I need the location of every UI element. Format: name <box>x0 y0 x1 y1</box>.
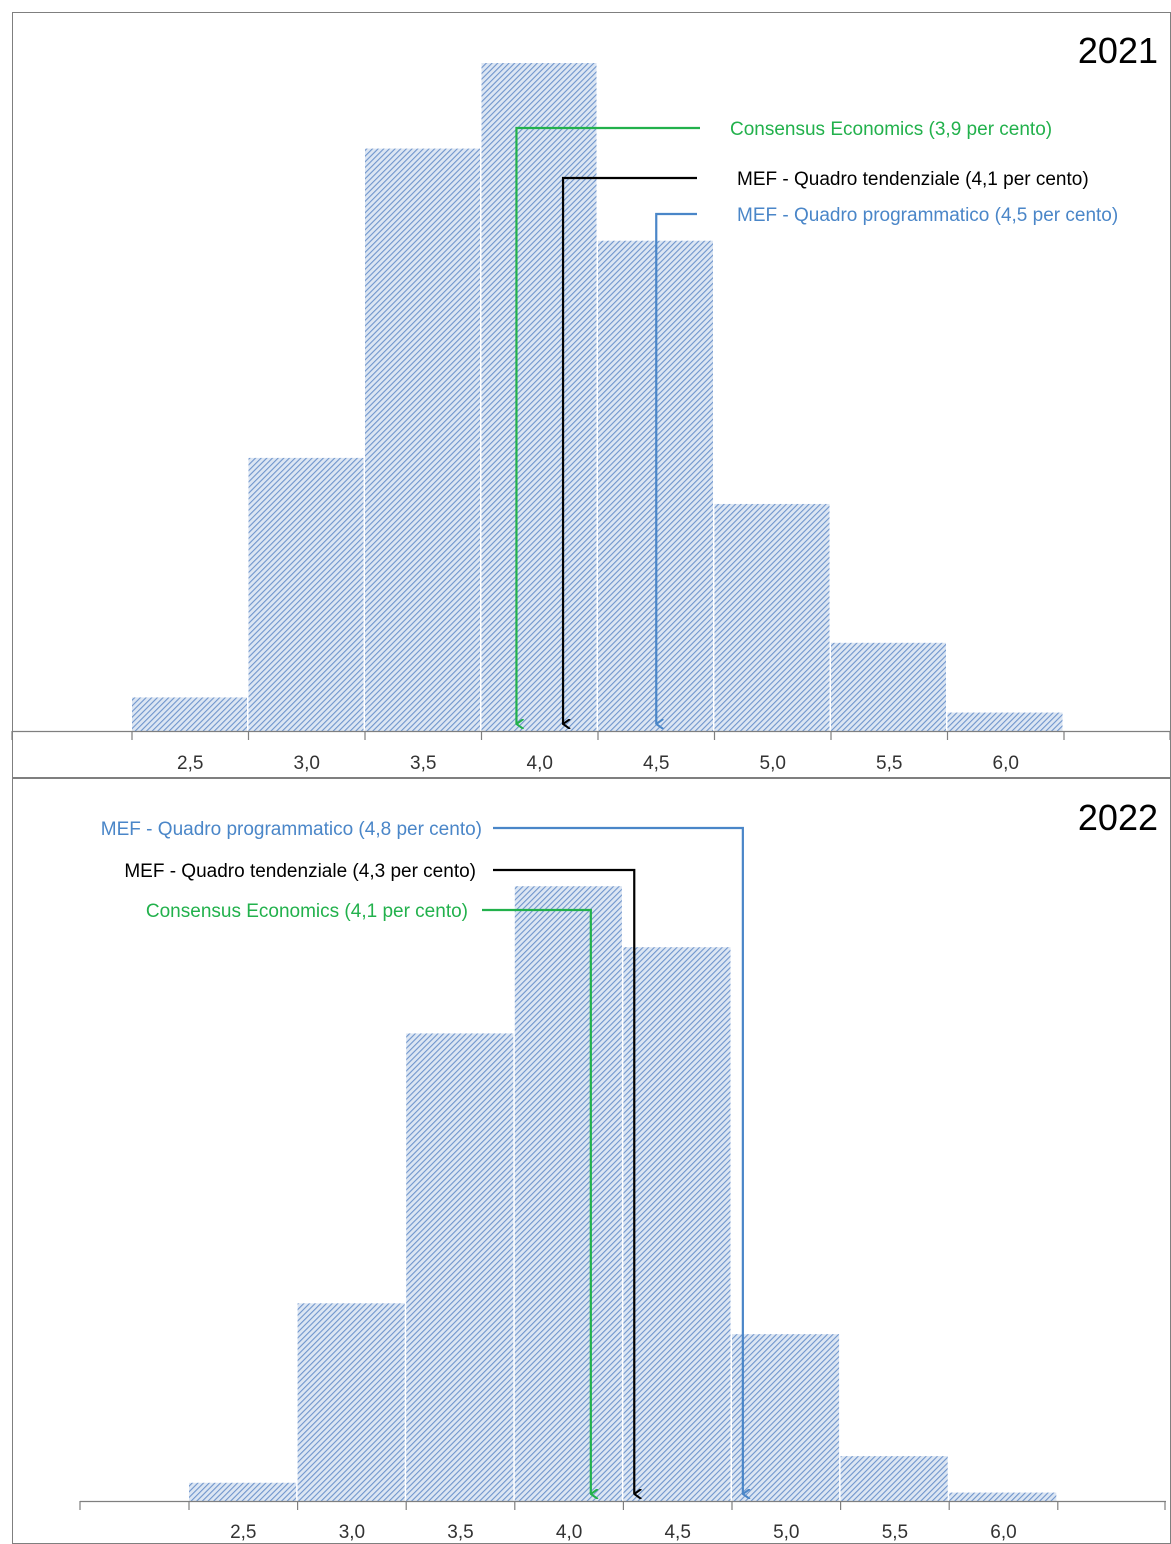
bar-6,0 <box>947 712 1063 731</box>
bar-2,5 <box>189 1482 297 1501</box>
annotation-arrow <box>655 212 697 724</box>
annotation-label: Consensus Economics (3,9 per cento) <box>730 119 1052 140</box>
bar-4,0 <box>481 63 597 732</box>
tick-label-2,5: 2,5 <box>177 753 203 774</box>
tick-label-3,5: 3,5 <box>447 1522 473 1543</box>
bar-4,5 <box>623 947 731 1501</box>
tick-label-4,5: 4,5 <box>664 1522 690 1543</box>
tick-label-4,0: 4,0 <box>527 753 553 774</box>
tick-label-5,0: 5,0 <box>773 1522 799 1543</box>
annotation-label: MEF - Quadro tendenziale (4,3 per cento) <box>124 861 476 882</box>
annotation-label: MEF - Quadro tendenziale (4,1 per cento) <box>737 169 1089 190</box>
bar-5,5 <box>831 642 946 731</box>
tick-label-3,5: 3,5 <box>410 753 436 774</box>
tick-label-3,0: 3,0 <box>294 753 320 774</box>
chart-panel-2022: 2,5 3,0 3,5 4,0 4,5 5,0 5,5 6,0 2022 MEF - Quadro… <box>12 778 1171 1544</box>
tick-label-3,0: 3,0 <box>339 1522 365 1543</box>
bar-5,5 <box>840 1456 948 1501</box>
annotation-arrow <box>493 826 743 1494</box>
bar-2,5 <box>132 697 247 731</box>
annotation-label: Consensus Economics (4,1 per cento) <box>146 901 468 922</box>
tick-label-2,5: 2,5 <box>230 1522 256 1543</box>
bar-6,0 <box>949 1492 1057 1501</box>
tick-label-5,5: 5,5 <box>876 753 902 774</box>
bar-3,5 <box>365 148 480 732</box>
bar-5,0 <box>732 1334 840 1501</box>
bar-3,0 <box>297 1303 405 1501</box>
annotation-arrow <box>515 126 700 724</box>
chart-title: 2022 <box>1078 797 1158 838</box>
annotation-arrow <box>493 868 634 1494</box>
tick-label-6,0: 6,0 <box>993 753 1019 774</box>
bar-3,5 <box>406 1033 514 1501</box>
tick-label-5,0: 5,0 <box>760 753 786 774</box>
annotation-label: MEF - Quadro programmatico (4,5 per cent… <box>737 205 1118 226</box>
annotation-label: MEF - Quadro programmatico (4,8 per cent… <box>101 819 482 840</box>
bar-5,0 <box>714 503 830 731</box>
bar-3,0 <box>248 457 364 731</box>
bar-4,0 <box>514 886 622 1501</box>
annotation-arrow <box>561 176 697 724</box>
chart-panel-2021: 2,5 3,0 3,5 4,0 4,5 5,0 5,5 6,0 2021 Consensus Ec… <box>11 12 1171 778</box>
annotation-arrow <box>482 908 591 1494</box>
tick-label-4,0: 4,0 <box>556 1522 582 1543</box>
tick-label-5,5: 5,5 <box>882 1522 908 1543</box>
chart-title: 2021 <box>1078 30 1158 71</box>
tick-label-6,0: 6,0 <box>990 1522 1016 1543</box>
tick-label-4,5: 4,5 <box>643 753 669 774</box>
